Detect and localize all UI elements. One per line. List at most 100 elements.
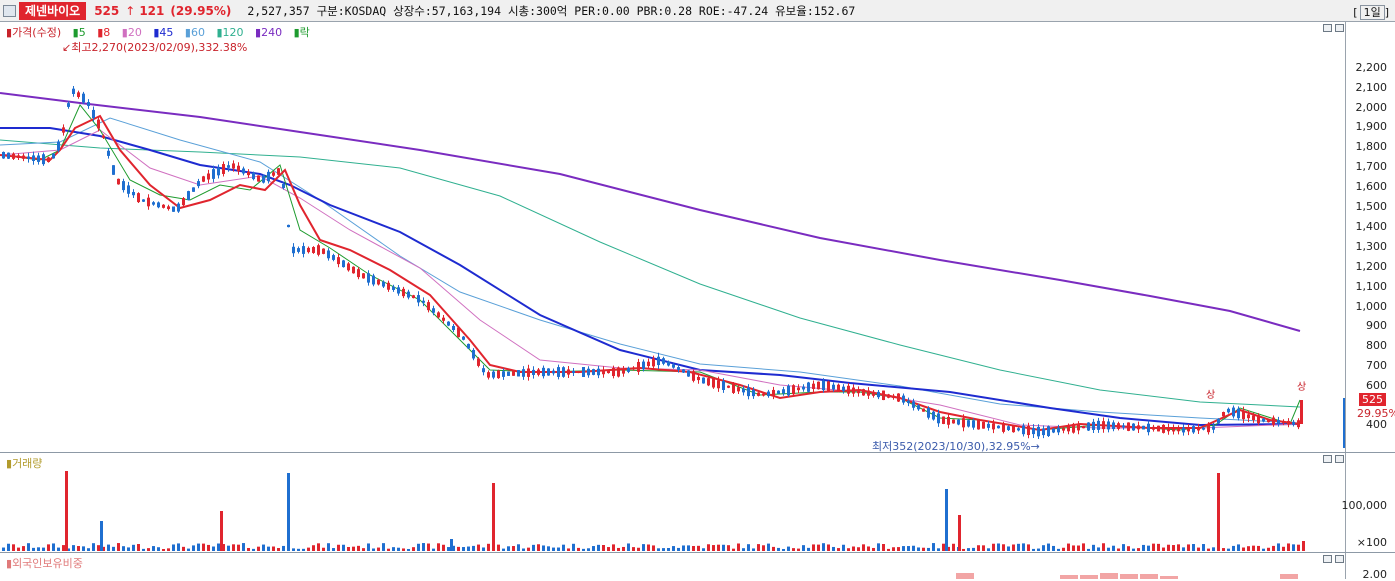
volume-bar [867,546,870,551]
legend-ma120[interactable]: ▮120 [216,26,244,39]
candle-body [217,167,220,176]
close-panel-icon[interactable] [1335,24,1344,32]
candle-body [907,400,910,404]
stock-name[interactable]: 제넨바이오 [19,1,87,20]
volume-bar [557,547,560,551]
volume-bar [762,545,765,551]
volume-bar [292,548,295,551]
candle-body [707,378,710,386]
minimize-foreign-icon[interactable] [1323,555,1332,563]
volume-bar [497,544,500,551]
legend-ma5[interactable]: ▮5 [72,26,86,39]
volume-bar [347,546,350,551]
volume-bar [522,548,525,551]
candle-body [107,150,110,156]
candle-body [732,383,735,393]
volume-bar [477,544,480,551]
foreign-legend[interactable]: ▮외국인보유비중 [6,557,83,570]
candle-body [837,384,840,392]
legend-ma45[interactable]: ▮45 [153,26,174,39]
candle-body [867,390,870,396]
close-volume-icon[interactable] [1335,455,1344,463]
candle-body [332,255,335,260]
volume-bar [777,547,780,551]
volume-bar [682,545,685,551]
volume-bar [392,547,395,551]
candle-body [287,224,290,228]
candle-body [327,250,330,259]
candle-body [387,282,390,290]
volume-bar [967,548,970,551]
candle-body [427,302,430,311]
price-legend: ▮가격(수정) ▮5 ▮8 ▮20 ▮45 ▮60 ▮120 ▮240 ▮락 [6,24,318,40]
legend-price[interactable]: ▮가격(수정) [6,26,62,39]
volume-bar [412,547,415,551]
candle-body [802,386,805,390]
ma20-line [0,129,1301,429]
candle-body [212,169,215,179]
minimize-volume-icon[interactable] [1323,455,1332,463]
legend-ex-rights[interactable]: ▮락 [293,26,310,39]
candle-body [1172,427,1175,432]
volume-bar [397,547,400,551]
volume-bar [947,546,950,551]
volume-bar [902,546,905,551]
current-pct-badge: 29.95% [1357,407,1395,420]
minimize-panel-icon[interactable] [1323,24,1332,32]
volume-bar [187,548,190,551]
volume-spike [945,489,948,551]
volume-bar [1112,545,1115,551]
volume-bar [302,548,305,551]
volume-bar [247,547,250,551]
volume-bar [927,547,930,551]
volume-bar [452,545,455,551]
volume-bar [1117,548,1120,551]
candle-body [337,257,340,265]
volume-bar [172,544,175,551]
candle-body [267,171,270,182]
volume-bar [1207,548,1210,551]
candle-body [67,103,70,107]
candle-body [742,388,745,393]
period-value[interactable]: 1일 [1359,5,1385,20]
candle-body [1002,423,1005,432]
candle-body [1052,428,1055,433]
volume-bar [77,546,80,551]
volume-bar [552,547,555,551]
legend-ma240[interactable]: ▮240 [255,26,283,39]
volume-bar [617,547,620,551]
candle-body [1202,427,1205,430]
volume-legend[interactable]: ▮거래량 [6,457,43,470]
volume-bar [1007,546,1010,551]
legend-ma60[interactable]: ▮60 [184,26,205,39]
foreign-bar [1160,576,1178,579]
volume-bar [1142,544,1145,551]
foreign-bar [1100,573,1118,579]
legend-ma8[interactable]: ▮8 [97,26,111,39]
candle-body [952,419,955,424]
candle-body [82,93,85,103]
y-tick: 800 [1366,339,1387,352]
volume-bar [942,543,945,551]
period-selector[interactable]: [1일] [1353,5,1389,20]
volume-bar [82,546,85,551]
legend-ma20[interactable]: ▮20 [121,26,142,39]
volume-bar [582,548,585,551]
candle-body [1037,426,1040,437]
volume-bar [132,544,135,551]
volume-bar [1172,545,1175,551]
candle-body [887,394,890,398]
candle-body [482,368,485,373]
volume-bar [1162,547,1165,551]
candle-body [727,385,730,388]
candle-body [572,370,575,374]
volume-bar [797,548,800,551]
foreign-bar [1060,575,1078,579]
candle-body [117,178,120,185]
window-menu-icon[interactable] [3,4,16,17]
candle-body [27,156,30,159]
volume-bar [787,546,790,551]
close-foreign-icon[interactable] [1335,555,1344,563]
candle-body [17,155,20,159]
